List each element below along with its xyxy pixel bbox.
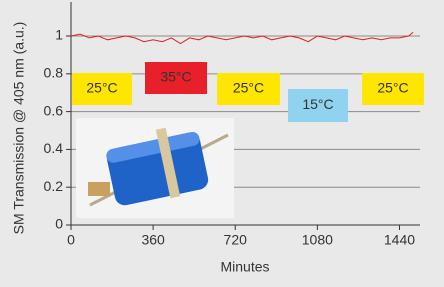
y-tick-label: 0.8: [44, 65, 64, 81]
x-tick-label: 1440: [384, 232, 415, 248]
y-axis-label: SM Transmission @ 405 nm (a.u.): [11, 22, 27, 235]
y-tick-label: 1: [55, 27, 63, 43]
device-photo: [76, 118, 234, 218]
y-tick-label: 0: [55, 216, 63, 232]
chart: Minutes SM Transmission @ 405 nm (a.u.) …: [0, 0, 444, 287]
x-tick-label: 720: [224, 232, 248, 248]
y-tick-label: 0.4: [44, 140, 64, 156]
y-tick-label: 0.2: [44, 178, 64, 194]
annotation: 25°C: [233, 80, 264, 96]
x-tick-label: 1080: [302, 232, 333, 248]
x-axis-label: Minutes: [220, 259, 269, 275]
y-tick-label: 0.6: [44, 102, 64, 118]
annotation: 15°C: [302, 96, 333, 112]
x-tick-label: 0: [67, 232, 75, 248]
x-tick-label: 360: [141, 232, 165, 248]
annotation: 25°C: [86, 80, 117, 96]
annotation: 25°C: [377, 80, 408, 96]
annotation: 35°C: [160, 69, 191, 85]
